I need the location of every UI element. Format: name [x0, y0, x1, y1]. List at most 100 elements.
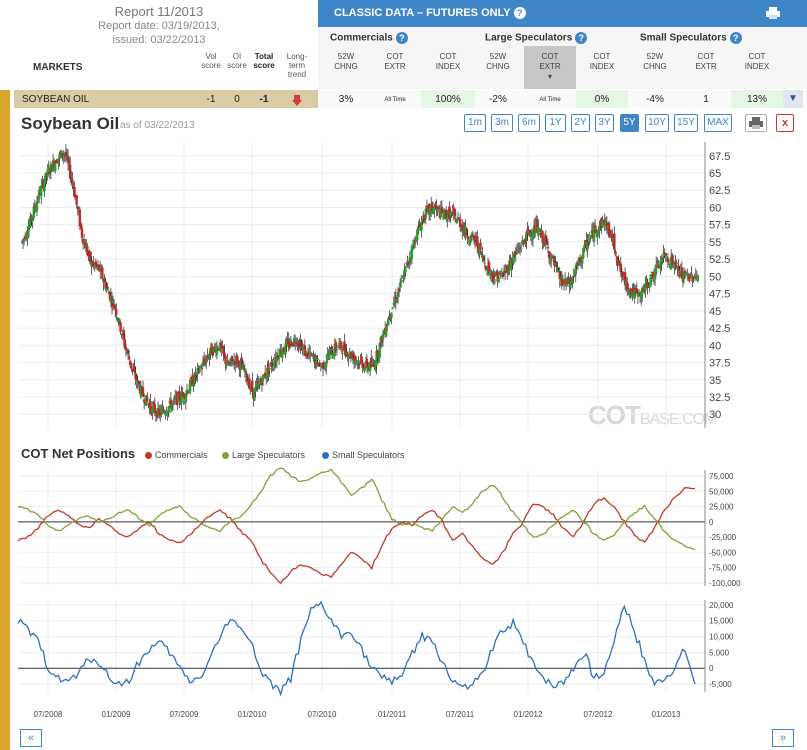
range-15y[interactable]: 15Y — [674, 114, 698, 132]
candle-body — [682, 270, 686, 278]
candle-body — [510, 259, 513, 271]
sub-header[interactable]: COT INDEX — [744, 52, 770, 71]
candle-body — [537, 227, 540, 236]
sub-header[interactable]: COT EXTR — [695, 52, 717, 71]
candle-body — [64, 151, 68, 157]
candle-body — [240, 359, 243, 364]
candle-body — [123, 339, 127, 349]
y-tick-label: 55 — [709, 237, 721, 249]
help-icon[interactable]: ? — [395, 32, 408, 44]
candle-body — [572, 276, 575, 278]
candle-body — [335, 349, 339, 351]
candle-body — [112, 304, 116, 308]
watermark: COTBASE.COM — [588, 400, 717, 430]
candle-body — [507, 270, 510, 273]
range-2y[interactable]: 2Y — [571, 114, 590, 132]
candle-body — [466, 235, 469, 239]
legend-large-speculators[interactable]: Large Speculators — [222, 450, 305, 460]
scroll-left-button[interactable]: « — [20, 729, 42, 747]
candle-body — [428, 207, 432, 215]
range-6m[interactable]: 6m — [518, 114, 540, 132]
candle-body — [601, 219, 604, 228]
candle-body — [431, 202, 434, 211]
candle-body — [481, 254, 484, 259]
candle-body — [208, 354, 211, 359]
sub-header[interactable]: 52W CHNG — [334, 52, 358, 71]
candle-body — [270, 363, 273, 367]
range-max[interactable]: MAX — [704, 114, 732, 132]
y-tick-label: 67.5 — [709, 151, 730, 163]
range-1m[interactable]: 1m — [464, 114, 486, 132]
print-chart-button[interactable] — [745, 114, 767, 132]
scroll-right-button[interactable]: » — [772, 729, 794, 747]
candle-body — [382, 332, 386, 335]
help-icon[interactable]: ? — [575, 32, 588, 44]
candle-body — [206, 355, 209, 359]
candle-body — [423, 216, 426, 220]
candle-body — [480, 253, 483, 255]
candle-body — [408, 257, 411, 262]
dot-icon — [145, 452, 152, 460]
sub-header-sorted[interactable]: COT EXTR ▾ — [539, 52, 561, 81]
candle-body — [158, 411, 162, 416]
candle-body — [469, 235, 473, 243]
candle-body — [341, 352, 344, 354]
sub-header[interactable]: 52W CHNG — [643, 52, 667, 71]
candle-body — [101, 267, 104, 279]
candle-body — [411, 244, 415, 250]
help-icon[interactable]: ? — [729, 32, 742, 44]
range-3y[interactable]: 3Y — [595, 114, 614, 132]
sub-header[interactable]: COT EXTR — [384, 52, 406, 71]
y-tick-label: 75,000 — [709, 472, 734, 481]
candle-body — [223, 352, 226, 356]
close-button[interactable]: x — [776, 114, 794, 132]
candle-body — [360, 356, 363, 362]
candle-body — [164, 412, 167, 416]
candle-body — [44, 173, 47, 184]
range-5y[interactable]: 5Y — [620, 114, 639, 132]
candle-body — [242, 366, 245, 370]
candle-body — [215, 346, 219, 356]
candle-body — [487, 262, 491, 272]
cot-chart[interactable]: -100,000 -75,000 -50,000 -25,000 0 25,000 50,0… — [12, 466, 807, 591]
candle-body — [351, 353, 355, 361]
market-row[interactable] — [14, 90, 319, 108]
range-1y[interactable]: 1Y — [545, 114, 566, 132]
expand-row-button[interactable]: ▼ — [783, 90, 803, 108]
sub-header[interactable]: COT INDEX — [589, 52, 615, 71]
help-icon[interactable]: ? — [513, 7, 526, 20]
legend-commercials[interactable]: Commercials — [145, 450, 208, 460]
y-tick-label: 35 — [709, 375, 721, 387]
y-tick-label: 30 — [709, 409, 721, 421]
y-tick-label: 52.5 — [709, 254, 730, 266]
cell-value: -2% — [489, 94, 507, 105]
candle-body — [128, 360, 132, 365]
candle-body — [387, 318, 390, 326]
candle-body — [455, 219, 459, 224]
candle-body — [664, 253, 667, 256]
candle-body — [558, 271, 561, 280]
candle-body — [391, 307, 394, 309]
y-tick-label: 60 — [709, 202, 721, 214]
market-name[interactable]: SOYBEAN OIL — [22, 94, 90, 105]
candle-body — [198, 370, 202, 372]
print-icon[interactable] — [766, 6, 780, 19]
candle-body — [331, 353, 334, 359]
candle-body — [661, 259, 664, 263]
x-tick-label: 01/2012 — [514, 710, 543, 719]
legend-small-speculators[interactable]: Small Speculators — [322, 450, 405, 460]
candle-body — [567, 277, 570, 285]
candle-body — [146, 397, 149, 402]
candle-body — [358, 363, 361, 366]
sub-header[interactable]: COT INDEX — [435, 52, 461, 71]
small-spec-chart[interactable]: -5,000 0 5,000 10,000 15,000 20,000 07/2008 01/… — [12, 596, 807, 724]
range-10y[interactable]: 10Y — [645, 114, 669, 132]
series-large-speculators — [17, 467, 696, 551]
cell-value: All Time — [539, 97, 561, 103]
price-chart[interactable]: 30 32.5 35 37.5 40 42.5 45 47.5 50 52.5 55 57.5 60 62… — [12, 134, 807, 439]
candle-body — [345, 351, 348, 355]
candle-body — [651, 272, 655, 279]
sub-header[interactable]: 52W CHNG — [486, 52, 510, 71]
range-3m[interactable]: 3m — [491, 114, 513, 132]
candle-body — [32, 206, 35, 219]
